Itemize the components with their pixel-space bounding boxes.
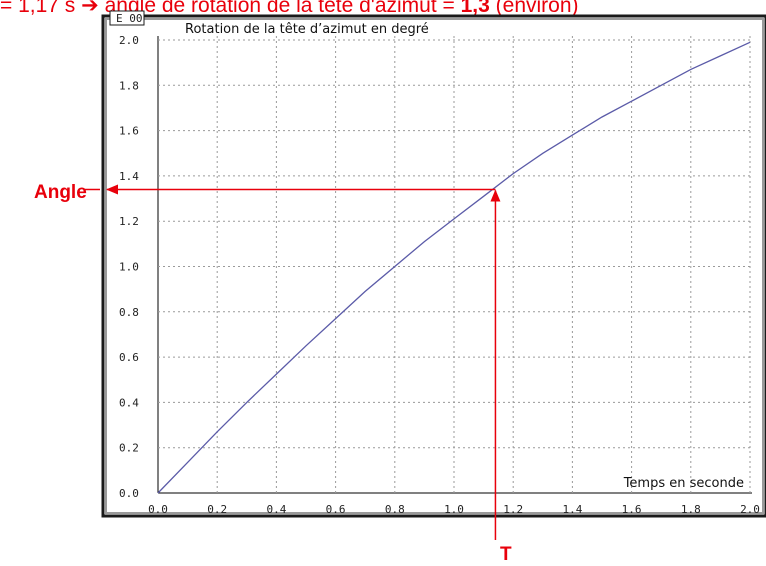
x-tick-label: 1.0: [444, 503, 464, 516]
curve: [157, 41, 751, 494]
caption-suffix: (environ): [495, 0, 579, 17]
x-tick-label: 0.2: [207, 503, 227, 516]
y-tick-label: 0.8: [119, 306, 139, 319]
grid: [158, 36, 751, 493]
angle-annotation: Angle: [34, 182, 87, 203]
data-line: [157, 41, 751, 494]
chart-outer-frame: [101, 14, 766, 518]
x-tick-label: 1.4: [562, 503, 582, 516]
x-axis-label: Temps en seconde: [623, 476, 744, 491]
y-tick-label: 2.0: [119, 34, 139, 47]
x-tick-label: 0.6: [326, 503, 346, 516]
y-tick-label: 0.2: [119, 442, 139, 455]
x-tick-label: 0.8: [385, 503, 405, 516]
exponent-label: E 00: [116, 12, 143, 25]
x-tick-label: 0.0: [148, 503, 168, 516]
x-tick-labels: 0.0 0.2 0.4 0.6 0.8 1.0 1.2 1.4 1.6 1.8 2.0: [148, 503, 760, 516]
y-tick-label: 0.0: [119, 487, 139, 500]
y-tick-label: 1.0: [119, 261, 139, 274]
y-tick-labels: 0.0 0.2 0.4 0.6 0.8 1.0 1.2 1.4 1.6 1.8 2.0: [119, 34, 139, 500]
y-tick-label: 0.6: [119, 351, 139, 364]
x-tick-label: 1.8: [681, 503, 701, 516]
y-tick-label: 1.6: [119, 125, 139, 138]
y-tick-label: 1.8: [119, 79, 139, 92]
caption-value: 1,3: [460, 0, 490, 17]
caption-prefix: = 1,17 s: [0, 0, 76, 17]
caption-middle: angle de rotation de la tête d'azimut =: [104, 0, 461, 17]
arrow-icon: ➔: [81, 0, 99, 17]
annotation-arrows: [84, 184, 501, 540]
x-tick-label: 1.2: [503, 503, 523, 516]
chart-title: Rotation de la tête d’azimut en degré: [185, 22, 429, 37]
time-annotation: T: [500, 544, 512, 565]
y-tick-label: 1.2: [119, 215, 139, 228]
x-tick-label: 1.6: [622, 503, 642, 516]
x-tick-label: 2.0: [740, 503, 760, 516]
y-tick-label: 0.4: [119, 396, 139, 409]
y-tick-label: 1.4: [119, 170, 139, 183]
exponent-box: E 00: [109, 10, 145, 26]
top-caption: = 1,17 s ➔ angle de rotation de la tête …: [0, 0, 579, 18]
x-tick-label: 0.4: [266, 503, 286, 516]
chart-bevel: [105, 18, 764, 514]
chart-frame: [101, 14, 766, 518]
